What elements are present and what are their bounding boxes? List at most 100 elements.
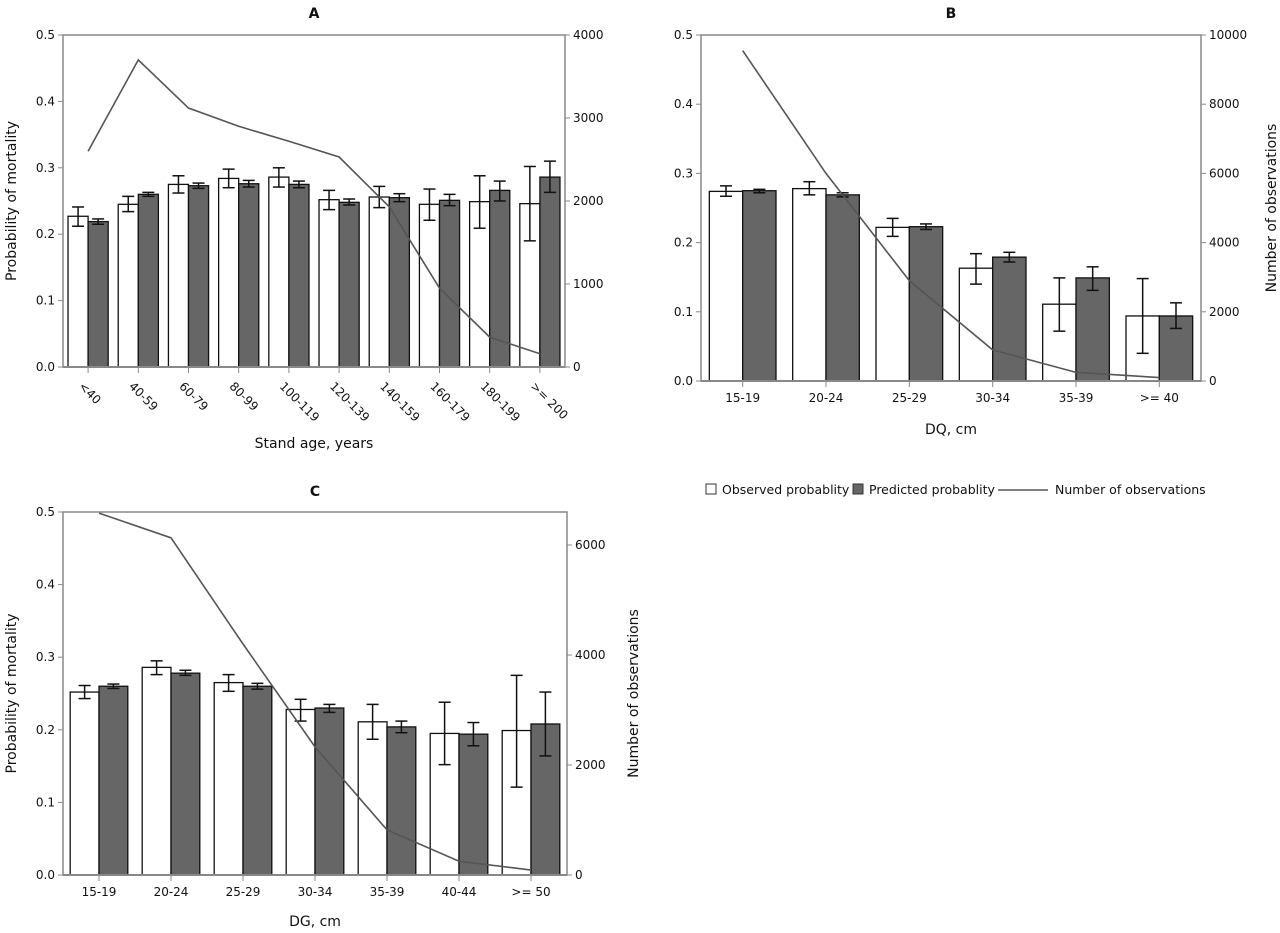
x-tick-label: 20-24 [154,885,189,899]
y2-tick-label: 4000 [575,648,606,662]
observed-bar [167,183,190,368]
y2-tick-label: 2000 [575,758,606,772]
observed-bar [708,190,744,382]
x-tick-label: <40 [76,379,104,407]
chart-title: C [310,484,320,500]
x-tick-label: 100-119 [277,379,322,424]
y2-tick-label: 2000 [573,194,604,208]
y2-tick-label: 4000 [573,28,604,42]
predicted-bar [238,183,260,368]
y-tick-label: 0.4 [674,97,693,111]
x-tick-label: 20-24 [809,391,844,405]
x-tick-label: >= 40 [1140,391,1179,405]
panel-c: C 0.0 0.1 0.2 0.3 0.4 0.5 0 2000 4000 6000 15-19 20-… [4,484,642,930]
y-tick-label: 0.2 [36,723,55,737]
predicted-bar [742,190,777,382]
x-axis-label: DG, cm [289,914,341,930]
predicted-bar [992,256,1027,382]
y-tick-label: 0.0 [36,868,55,882]
legend-observed-label: Observed probablity [722,482,850,497]
y2-tick-label: 2000 [1209,305,1240,319]
x-axis-label: DQ, cm [925,422,977,438]
y-tick-label: 0.2 [36,227,55,241]
legend-count-label: Number of observations [1055,482,1206,497]
chart-title: B [946,6,957,22]
y2-axis-label: Number of observations [1264,124,1280,293]
y-tick-label: 0.1 [674,305,693,319]
legend-predicted-label: Predicted probablity [869,482,995,497]
predicted-bar [1075,277,1110,382]
observed-bar [875,226,910,382]
x-tick-label: 25-29 [892,391,927,405]
predicted-bar [242,685,273,876]
predicted-bar [314,707,345,876]
observed-bar [285,708,316,876]
y-tick-label: 0.3 [36,161,55,175]
y-tick-label: 0.3 [36,650,55,664]
y2-tick-label: 0 [573,360,581,374]
x-tick-label: 160-179 [427,379,472,424]
observed-bar [217,177,240,368]
y-tick-label: 0.5 [36,28,55,42]
y-axis-label: Probability of mortality [4,121,20,281]
y-axis-label: Probability of mortality [4,614,20,774]
y-tick-label: 0.0 [36,360,55,374]
observed-bar [67,215,89,368]
y-tick-label: 0.5 [36,505,55,519]
y2-tick-label: 0 [575,868,583,882]
y-tick-label: 0.1 [36,795,55,809]
predicted-bar [386,726,417,876]
observed-bar [268,176,290,368]
x-tick-label: 35-39 [370,885,405,899]
legend-predicted-swatch [852,483,864,495]
y-tick-label: 0.5 [674,28,693,42]
observed-bar [213,681,244,876]
y2-tick-label: 8000 [1209,97,1240,111]
predicted-bar [458,733,489,876]
y-tick-label: 0.4 [36,94,55,108]
observations-line [87,58,541,355]
observed-bar [69,691,100,876]
predicted-bar [187,185,210,368]
predicted-bar [539,176,561,368]
x-tick-label: 40-59 [126,379,161,414]
y-tick-label: 0.1 [36,294,55,308]
y-tick-label: 0.0 [674,374,693,388]
x-tick-label: 120-139 [327,379,372,424]
predicted-bar [438,199,461,368]
panel-b: B 0.0 0.1 0.2 0.3 0.4 0.5 0 2000 4000 6000 8000 1000… [674,6,1280,438]
x-axis-label: Stand age, years [255,436,374,452]
y-tick-label: 0.2 [674,236,693,250]
x-tick-label: 15-19 [725,391,760,405]
x-tick-label: 35-39 [1059,391,1094,405]
predicted-bar [170,672,201,876]
predicted-bar [98,685,129,876]
legend-observed-swatch [705,483,717,495]
chart-title: A [309,6,320,22]
observed-bar [141,666,172,876]
predicted-bar [137,193,160,368]
x-tick-label: >= 200 [528,379,571,422]
y2-tick-label: 0 [1209,374,1217,388]
observed-bar [318,199,340,368]
x-tick-label: 25-29 [226,885,261,899]
x-tick-label: 140-159 [377,379,422,424]
predicted-bar [825,194,860,382]
observed-bar [418,203,441,368]
legend: Observed probablity Predicted probablity… [705,482,1206,497]
x-tick-label: 15-19 [82,885,117,899]
x-tick-label: 30-34 [298,885,333,899]
observed-bar [792,187,827,382]
x-tick-label: 60-79 [176,379,211,414]
y2-tick-label: 6000 [1209,166,1240,180]
y-tick-label: 0.3 [674,166,693,180]
x-tick-label: 40-44 [442,885,477,899]
y2-axis-label: Number of observations [626,609,642,778]
x-tick-label: >= 50 [511,885,550,899]
y2-tick-label: 1000 [573,277,604,291]
y2-tick-label: 10000 [1209,28,1247,42]
y2-tick-label: 4000 [1209,236,1240,250]
y-tick-label: 0.4 [36,578,55,592]
predicted-bar [338,201,360,368]
panel-a: A 0.0 0.1 0.2 0.3 0.4 0.5 0 1000 2000 3000 4000 <40 4… [4,6,604,452]
